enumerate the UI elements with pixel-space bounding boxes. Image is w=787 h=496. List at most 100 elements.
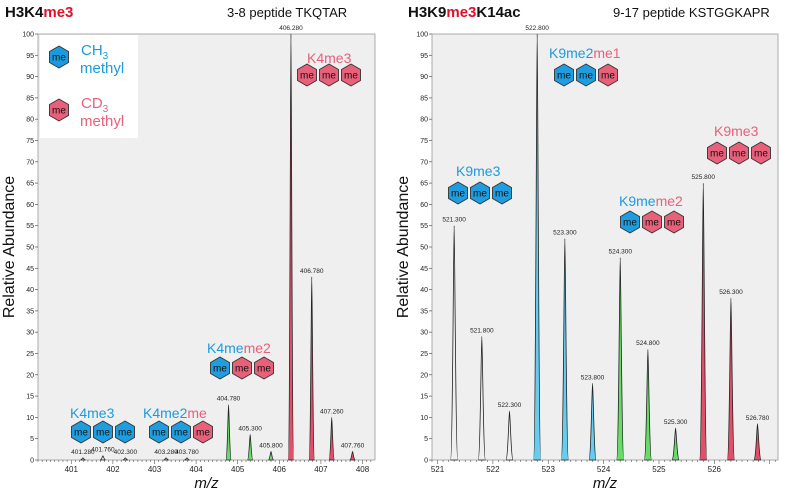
annotation-part: K4me <box>207 340 244 356</box>
legend-formula-subscript: 3 <box>103 51 109 62</box>
hexagon-label: me <box>235 364 249 375</box>
peak-521.800 <box>477 336 486 461</box>
methyl-hexagon-icon: me <box>707 141 727 165</box>
chart-title-part: K14ac <box>476 4 520 21</box>
peak-522.300 <box>505 410 514 461</box>
peak-401.760 <box>100 455 106 461</box>
chart-title: H3K4me3 <box>5 4 73 21</box>
peak-label: 407.760 <box>341 442 365 449</box>
annotation-label: K9meme2 <box>619 193 683 209</box>
hexagon-icon <box>319 63 339 87</box>
peak-524.800 <box>643 348 652 461</box>
hexagon-icon <box>729 141 749 165</box>
hexagon-label: me <box>96 428 110 439</box>
annotation-label: K9me3 <box>456 163 501 179</box>
methyl-hexagon-icon: me <box>232 356 252 380</box>
peak-407.760 <box>349 451 356 461</box>
annotation-part: K9me2 <box>549 45 594 61</box>
methyl-hexagon-icon: me <box>598 63 618 87</box>
hexagon-label: me <box>322 71 336 82</box>
y-tick-label: 80 <box>26 117 34 124</box>
hexagon-icon <box>470 181 490 205</box>
hexagon-label: me <box>473 189 487 200</box>
hexagon-label: me <box>196 428 210 439</box>
y-tick-label: 55 <box>420 223 428 230</box>
peak-label: 405.800 <box>259 442 283 449</box>
hexagon-icon <box>149 420 169 444</box>
methyl-hexagon-icon: me <box>470 181 490 205</box>
hexagon-icon <box>341 63 361 87</box>
peak-525.300 <box>671 427 680 461</box>
peak-label: 522.800 <box>525 25 549 32</box>
y-tick-label: 15 <box>420 394 428 401</box>
hexagon-icon <box>93 420 113 444</box>
y-tick-label: 0 <box>424 458 428 465</box>
y-tick-label: 40 <box>26 287 34 294</box>
methyl-hexagon-icon: me <box>115 420 135 444</box>
chart-title-part: me3 <box>446 4 476 21</box>
legend-formula: CH3 <box>81 42 109 62</box>
y-tick-label: 55 <box>26 223 34 230</box>
chart-panel-2: H3K9me3K14ac 9-17 peptide KSTGGKAPR 0 5 10 15… <box>395 4 779 492</box>
chart-title-part: H3K9 <box>408 4 446 21</box>
hexagon-label: me <box>257 364 271 375</box>
annotation-4: K9me3 me me me <box>707 123 771 165</box>
y-tick-label: 0 <box>30 458 34 465</box>
y-tick-label: 50 <box>26 245 34 252</box>
annotation-part: K9me3 <box>714 123 759 139</box>
hexagon-label: me <box>344 71 358 82</box>
y-tick-label: 5 <box>424 436 428 443</box>
hexagon-icon <box>71 420 91 444</box>
annotation-part: me1 <box>593 45 620 61</box>
legend-formula-base: CH <box>81 42 103 59</box>
x-tick-label: 406 <box>273 465 287 474</box>
y-tick-label: 20 <box>26 372 34 379</box>
peak-label: 405.300 <box>238 425 262 432</box>
chart-panel-1: H3K4me3 3-8 peptide TKQTAR051015202530354… <box>1 4 376 492</box>
annotation-part: me2 <box>244 340 271 356</box>
annotation-part: K4me3 <box>307 50 352 66</box>
methyl-hexagon-icon: me <box>576 63 596 87</box>
methyl-hexagon-icon: me <box>193 420 213 444</box>
hexagon-label: me <box>579 71 593 82</box>
annotation-label: K9me3 <box>714 123 759 139</box>
annotation-part: K4me2 <box>143 405 188 421</box>
y-tick-label: 90 <box>26 74 34 81</box>
methyl-hexagon-icon: me <box>729 141 749 165</box>
annotation-label: K4me3 <box>307 50 352 66</box>
annotation-part: K9me3 <box>456 163 501 179</box>
methyl-hexagon-icon: me <box>93 420 113 444</box>
hexagon-icon <box>193 420 213 444</box>
y-tick-label: 75 <box>26 138 34 145</box>
hexagon-label: me <box>300 71 314 82</box>
methyl-hexagon-icon: me <box>297 63 317 87</box>
hexagon-label: me <box>557 71 571 82</box>
hexagon-icon <box>49 45 69 69</box>
methyl-hexagon-icon: me <box>448 181 468 205</box>
x-tick-label: 525 <box>652 465 666 474</box>
y-tick-label: 5 <box>30 436 34 443</box>
methyl-hexagon-icon: me <box>751 141 771 165</box>
peak-403.780 <box>184 457 190 461</box>
peak-label: 523.300 <box>553 229 577 236</box>
peak-label: 524.800 <box>636 340 660 347</box>
peak-401.280 <box>80 457 86 461</box>
hexagon-icon <box>751 141 771 165</box>
hexagon-icon <box>448 181 468 205</box>
hexagon-label: me <box>118 428 132 439</box>
x-tick-label: 404 <box>189 465 203 474</box>
hexagon-icon <box>642 210 662 234</box>
peak-label: 401.280 <box>71 449 95 456</box>
y-tick-label: 85 <box>420 95 428 102</box>
y-tick-label: 25 <box>26 351 34 358</box>
y-axis-label: Relative Abundance <box>1 176 18 318</box>
peak-label: 521.800 <box>470 327 494 334</box>
peak-406.780 <box>308 276 315 461</box>
hexagon-icon <box>49 98 69 122</box>
y-tick-label: 95 <box>26 53 34 60</box>
peak-522.800 <box>533 33 542 461</box>
y-tick-label: 80 <box>420 117 428 124</box>
annotation-label: K4me3 <box>70 405 115 421</box>
